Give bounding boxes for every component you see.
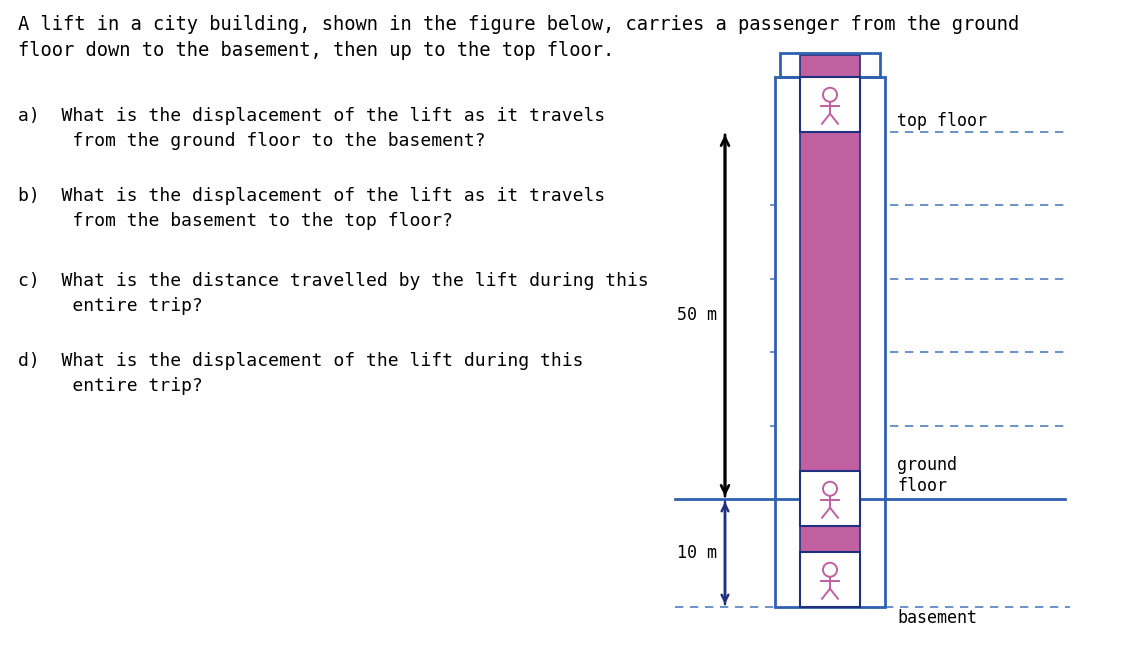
Text: top floor: top floor [897,112,987,130]
Bar [799,552,860,607]
Text: basement: basement [897,609,978,627]
Text: A lift in a city building, shown in the figure below, carries a passenger from t: A lift in a city building, shown in the … [18,15,1019,61]
Bar [775,77,885,607]
Text: 50 m: 50 m [677,307,717,325]
Text: d)  What is the displacement of the lift during this
     entire trip?: d) What is the displacement of the lift … [18,352,584,395]
Bar [799,471,860,526]
Text: b)  What is the displacement of the lift as it travels
     from the basement to: b) What is the displacement of the lift … [18,187,606,230]
Bar [799,77,860,132]
Text: 10 m: 10 m [677,544,717,562]
Bar [780,53,880,77]
Bar [799,77,860,607]
Text: a)  What is the displacement of the lift as it travels
     from the ground floo: a) What is the displacement of the lift … [18,107,606,150]
Text: ground
floor: ground floor [897,456,957,495]
Bar [799,55,860,77]
Text: c)  What is the distance travelled by the lift during this
     entire trip?: c) What is the distance travelled by the… [18,272,649,315]
